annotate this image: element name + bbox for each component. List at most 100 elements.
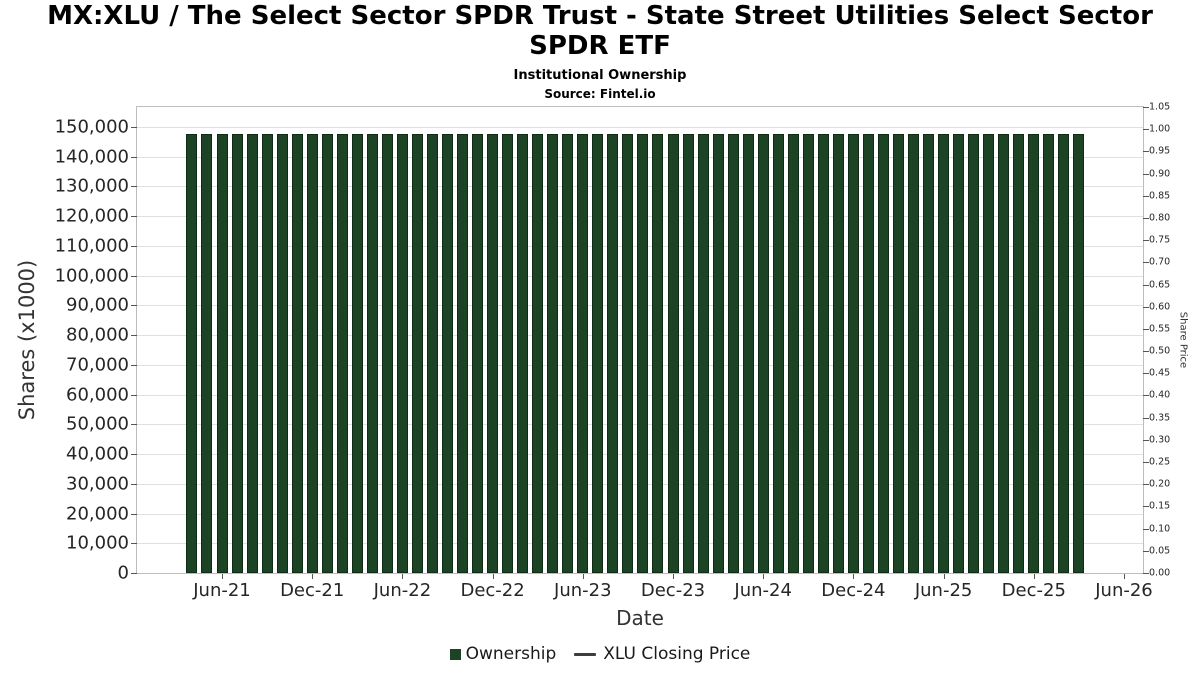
x-axis-tick-mark	[312, 574, 314, 579]
x-axis-tick-label: Jun-21	[193, 580, 251, 601]
ownership-bar	[502, 134, 514, 573]
ownership-bar	[381, 134, 393, 573]
plot-area	[136, 106, 1144, 574]
y-axis-tick-mark-right	[1143, 129, 1149, 131]
y-axis-tick-mark-right	[1143, 573, 1149, 574]
y-axis-tick-label-right: 0.95	[1149, 145, 1171, 157]
y-axis-tick-label-left: 80,000	[66, 324, 129, 346]
y-axis-tick-mark-left	[131, 275, 137, 277]
x-axis-title: Date	[616, 606, 664, 630]
y-axis-tick-mark-left	[131, 454, 137, 456]
y-axis-tick-mark-left	[131, 186, 137, 188]
x-axis-tick-label: Dec-21	[280, 580, 345, 601]
y-axis-tick-label-right: 0.55	[1149, 323, 1171, 335]
ownership-bar	[968, 134, 980, 573]
y-axis-tick-label-left: 110,000	[54, 235, 129, 257]
gridline	[137, 126, 1143, 128]
y-axis-tick-mark-left	[131, 126, 137, 128]
y-axis-tick-mark-right	[1143, 284, 1149, 286]
y-axis-tick-label-right: 1.00	[1149, 123, 1171, 135]
x-axis-tick-label: Dec-25	[1001, 580, 1066, 601]
y-axis-tick-mark-left	[131, 573, 137, 574]
ownership-bar	[908, 134, 920, 573]
y-axis-tick-label-right: 0.05	[1149, 545, 1171, 557]
y-axis-tick-label-right: 0.90	[1149, 168, 1171, 180]
x-axis-tick-mark	[1033, 574, 1035, 579]
ownership-bar	[712, 134, 724, 573]
y-axis-tick-label-left: 20,000	[66, 503, 129, 525]
y-axis-tick-label-right: 0.20	[1149, 478, 1171, 490]
ownership-bar	[727, 134, 739, 573]
ownership-bar	[893, 134, 904, 573]
ownership-bar	[667, 134, 679, 573]
ownership-bar	[306, 134, 318, 573]
y-axis-tick-mark-right	[1143, 550, 1149, 552]
x-axis-tick-label: Dec-24	[821, 580, 886, 601]
chart-title: MX:XLU / The Select Sector SPDR Trust - …	[47, 1, 1153, 61]
x-axis-tick-mark	[492, 574, 494, 579]
y-axis-tick-mark-left	[131, 364, 137, 366]
y-axis-tick-label-left: 100,000	[54, 265, 129, 287]
y-axis-tick-label-right: 0.30	[1149, 434, 1171, 446]
ownership-bar	[261, 134, 273, 573]
ownership-bar	[1013, 134, 1025, 573]
y-axis-tick-mark-right	[1143, 195, 1149, 197]
ownership-bar	[517, 134, 529, 573]
x-axis-tick-mark	[673, 574, 674, 579]
ownership-bar	[923, 134, 935, 573]
y-axis-tick-label-left: 40,000	[66, 443, 129, 465]
x-axis-tick-mark	[853, 574, 855, 579]
ownership-bar	[532, 134, 544, 573]
y-axis-tick-mark-left	[131, 335, 137, 337]
ownership-bar	[396, 134, 408, 573]
ownership-bar	[276, 134, 288, 573]
x-axis-tick-mark	[943, 574, 945, 579]
x-axis-tick-mark	[222, 574, 223, 579]
y-axis-tick-label-left: 90,000	[66, 294, 129, 316]
y-axis-tick-mark-right	[1143, 262, 1149, 264]
ownership-bar	[411, 134, 423, 573]
y-axis-tick-mark-right	[1143, 217, 1149, 219]
y-axis-tick-label-right: 0.10	[1149, 523, 1171, 535]
x-axis-tick-mark	[1124, 574, 1125, 579]
y-axis-tick-mark-right	[1143, 439, 1149, 441]
y-axis-tick-mark-left	[131, 424, 137, 426]
y-axis-tick-mark-left	[131, 394, 137, 396]
ownership-bar	[321, 134, 333, 573]
ownership-bar	[682, 134, 694, 573]
ownership-bar	[877, 134, 889, 573]
legend-price-line-swatch-icon	[574, 652, 597, 656]
ownership-bar	[351, 134, 363, 573]
ownership-bar	[1043, 134, 1055, 573]
ownership-bar	[231, 134, 243, 573]
y-axis-title-right: Share Price	[1177, 311, 1189, 369]
ownership-bar	[637, 134, 649, 573]
y-axis-tick-label-right: 0.70	[1149, 256, 1171, 268]
ownership-bar	[216, 134, 228, 573]
y-axis-tick-mark-right	[1143, 328, 1149, 330]
ownership-bar	[426, 134, 438, 573]
y-axis-tick-mark-right	[1143, 528, 1149, 530]
y-axis-tick-mark-left	[131, 245, 137, 247]
y-axis-tick-mark-right	[1143, 373, 1149, 375]
y-axis-tick-label-right: 0.35	[1149, 412, 1171, 424]
ownership-bar	[832, 134, 844, 573]
ownership-bar	[201, 134, 213, 573]
y-axis-tick-label-right: 0.65	[1149, 279, 1171, 291]
ownership-bar	[998, 134, 1010, 573]
ownership-bar	[336, 134, 348, 573]
y-axis-tick-mark-right	[1143, 151, 1149, 153]
x-axis-tick-mark	[763, 574, 765, 579]
ownership-bar	[772, 134, 784, 573]
y-axis-tick-mark-right	[1143, 395, 1149, 397]
y-axis-tick-mark-left	[131, 156, 137, 158]
ownership-bar	[472, 134, 484, 573]
y-axis-tick-mark-right	[1143, 306, 1149, 308]
ownership-bar	[652, 134, 664, 573]
ownership-bar	[847, 134, 859, 573]
ownership-bar	[862, 134, 874, 573]
y-axis-tick-label-right: 0.75	[1149, 234, 1171, 246]
ownership-bar	[457, 134, 469, 573]
ownership-bar	[1028, 134, 1040, 573]
